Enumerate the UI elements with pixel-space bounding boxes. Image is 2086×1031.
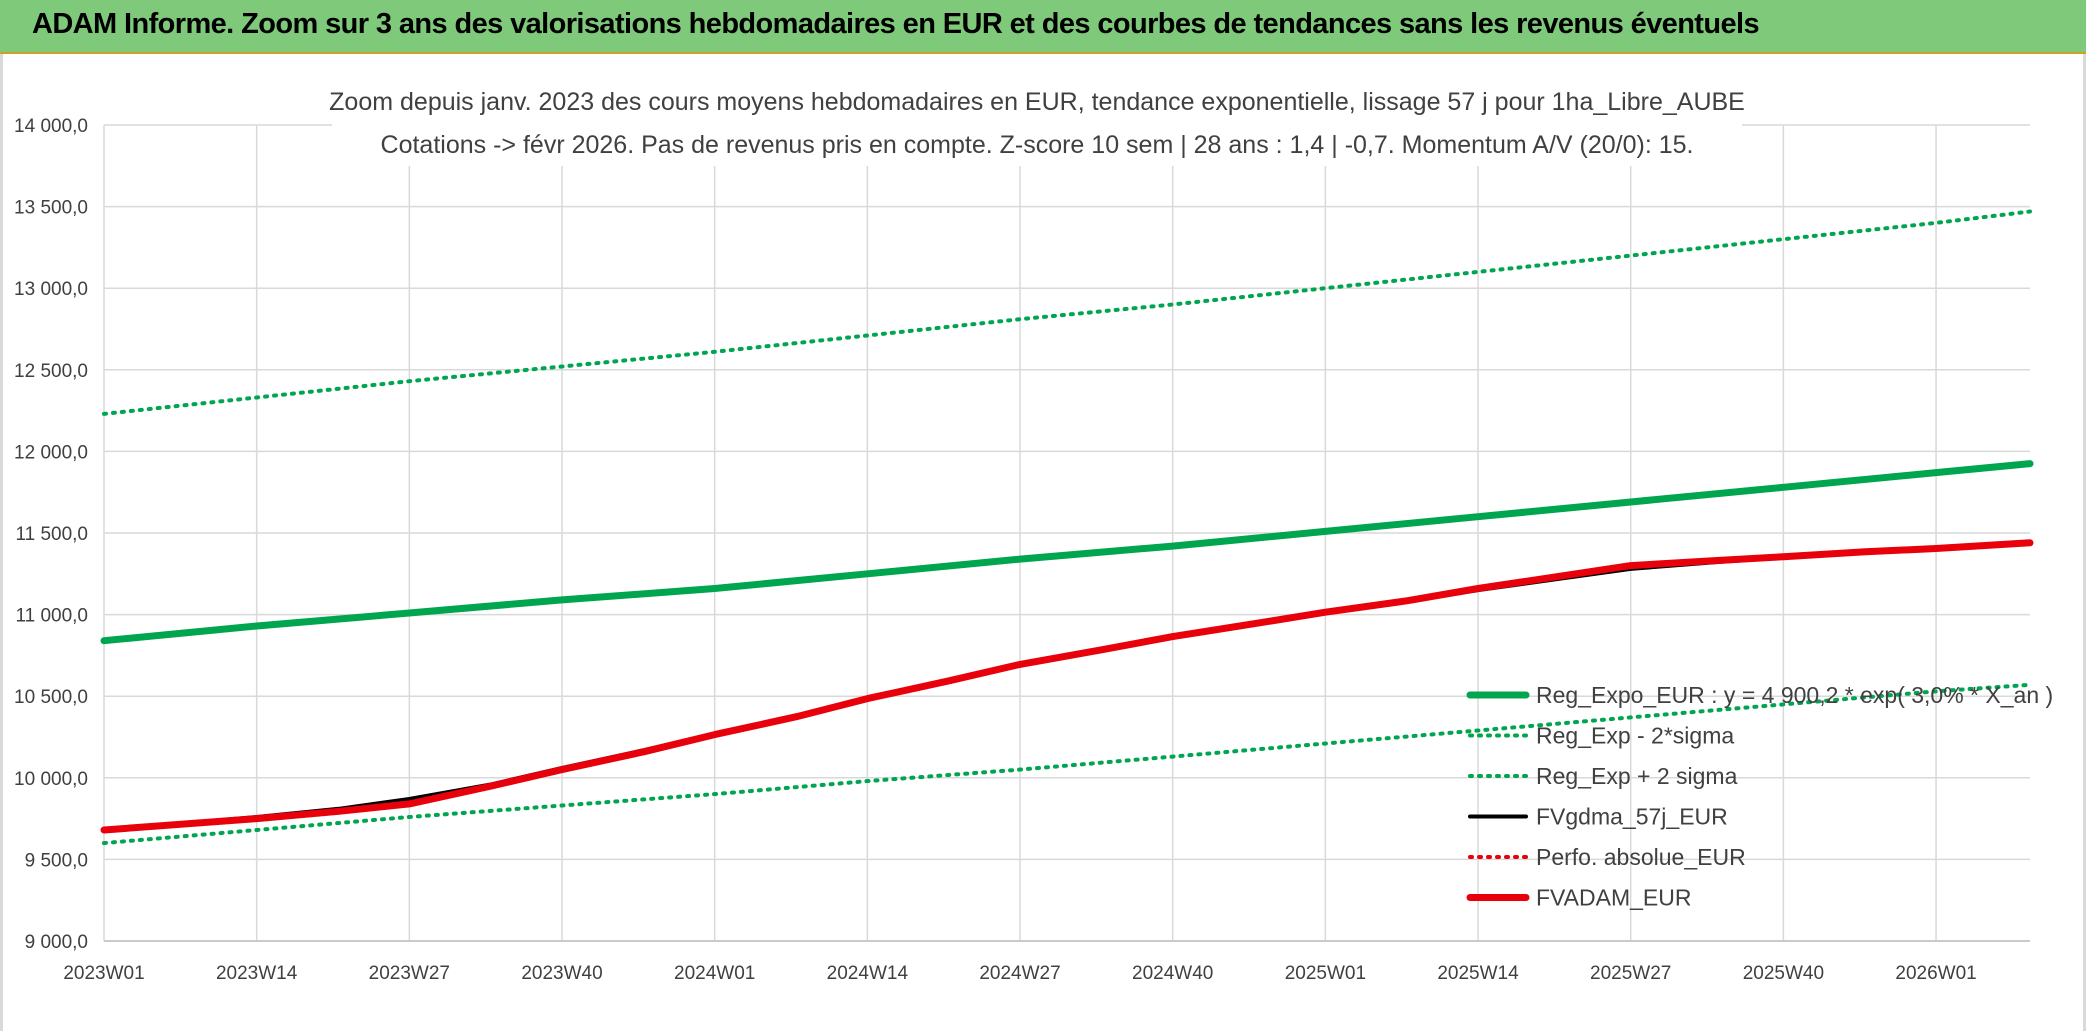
series-line-0 (100, 460, 2034, 645)
x-tick-label: 2024W27 (979, 963, 1060, 984)
x-tick-label: 2025W01 (1285, 963, 1366, 984)
y-tick-label: 11 000,0 (15, 606, 88, 627)
x-tick-label: 2023W14 (216, 963, 298, 984)
chart-subtitle: Cotations -> févr 2026. Pas de revenus p… (381, 131, 1694, 159)
legend-entry: FVADAM_EUR (1536, 885, 1692, 911)
legend-entry: FVgdma_57j_EUR (1536, 804, 1728, 830)
series-lines (100, 209, 2034, 846)
x-tick-label: 2023W01 (63, 963, 144, 984)
y-tick-label: 9 500,0 (25, 850, 88, 871)
chart-frame (8, 54, 2078, 1024)
legend-entry: Reg_Exp - 2*sigma (1536, 723, 1734, 749)
y-tick-label: 10 000,0 (14, 769, 88, 790)
x-tick-label: 2023W27 (369, 963, 450, 984)
y-tick-label: 13 500,0 (14, 198, 88, 219)
series-line-1 (102, 682, 2032, 846)
x-tick-label: 2025W27 (1590, 963, 1671, 984)
y-tick-label: 14 000,0 (14, 116, 88, 137)
axes: 9 000,0 9 500,0 10 000,0 10 500,0 11 000,0 11… (14, 116, 2030, 984)
y-tick-label: 9 000,0 (25, 932, 88, 953)
x-tick-label: 2024W14 (827, 963, 909, 984)
legend-entry: Reg_Expo_EUR : y = 4 900,2 * exp( 3,0% *… (1536, 682, 2053, 708)
legend-entry: Reg_Exp + 2 sigma (1536, 763, 1738, 789)
legend: Reg_Expo_EUR : y = 4 900,2 * exp( 3,0% *… (1466, 682, 2053, 911)
x-tick-label: 2025W14 (1437, 963, 1519, 984)
series-line-2 (102, 209, 2032, 416)
x-tick-label: 2026W01 (1895, 963, 1976, 984)
x-tick-label: 2024W01 (674, 963, 755, 984)
y-tick-label: 10 500,0 (14, 687, 88, 708)
y-tick-label: 13 000,0 (14, 279, 88, 300)
report-title: ADAM Informe. Zoom sur 3 ans des valoris… (32, 8, 1760, 40)
y-tick-label: 12 000,0 (14, 442, 88, 463)
title-background (332, 76, 1742, 166)
series-line-4 (102, 540, 2032, 832)
chart-title: Zoom depuis janv. 2023 des cours moyens … (329, 88, 1745, 116)
y-tick-label: 11 500,0 (15, 524, 88, 545)
x-tick-label: 2024W40 (1132, 963, 1213, 984)
report-banner: ADAM Informe. Zoom sur 3 ans des valoris… (0, 0, 2086, 54)
x-tick-label: 2023W40 (521, 963, 602, 984)
y-tick-label: 12 500,0 (14, 361, 88, 382)
x-tick-label: 2025W40 (1743, 963, 1824, 984)
legend-entry: Perfo. absolue_EUR (1536, 844, 1746, 870)
